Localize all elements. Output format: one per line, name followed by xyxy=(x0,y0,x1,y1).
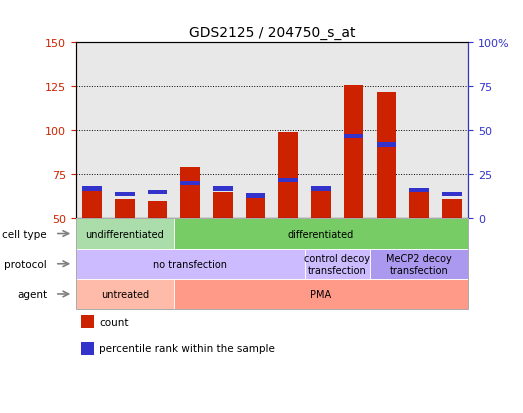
Bar xyxy=(442,199,462,219)
Bar xyxy=(76,249,304,279)
Bar xyxy=(180,182,200,186)
Bar xyxy=(76,279,174,309)
Bar xyxy=(370,249,468,279)
Text: differentiated: differentiated xyxy=(288,229,354,239)
Bar xyxy=(279,133,298,219)
Bar xyxy=(174,279,468,309)
Bar xyxy=(147,202,167,219)
Bar xyxy=(213,187,233,191)
Bar xyxy=(304,249,370,279)
Bar xyxy=(115,192,135,197)
Bar xyxy=(180,168,200,219)
Bar xyxy=(81,342,94,355)
Bar xyxy=(377,93,396,219)
Bar xyxy=(246,198,266,219)
Text: count: count xyxy=(99,317,129,327)
Text: no transfection: no transfection xyxy=(153,259,227,269)
Bar xyxy=(442,192,462,197)
Text: control decoy
transfection: control decoy transfection xyxy=(304,253,370,275)
Bar xyxy=(174,219,468,249)
Bar xyxy=(76,219,174,249)
Bar xyxy=(213,192,233,219)
Text: undifferentiated: undifferentiated xyxy=(85,229,164,239)
Bar xyxy=(311,187,331,191)
Title: GDS2125 / 204750_s_at: GDS2125 / 204750_s_at xyxy=(189,26,355,40)
Bar xyxy=(81,316,94,328)
Bar xyxy=(344,134,363,139)
Bar xyxy=(76,219,468,309)
Bar xyxy=(246,194,266,198)
Bar xyxy=(82,191,102,219)
Bar xyxy=(147,190,167,195)
Text: protocol: protocol xyxy=(4,259,47,269)
Bar xyxy=(311,188,331,219)
Bar xyxy=(344,85,363,219)
Bar xyxy=(377,143,396,147)
Text: cell type: cell type xyxy=(3,229,47,239)
Bar xyxy=(82,187,102,191)
Text: PMA: PMA xyxy=(311,289,332,299)
Text: untreated: untreated xyxy=(101,289,149,299)
Text: MeCP2 decoy
transfection: MeCP2 decoy transfection xyxy=(386,253,452,275)
Bar xyxy=(409,189,429,193)
Bar xyxy=(279,178,298,183)
Bar xyxy=(409,192,429,219)
Text: agent: agent xyxy=(17,289,47,299)
Bar xyxy=(115,199,135,219)
Text: percentile rank within the sample: percentile rank within the sample xyxy=(99,344,275,354)
